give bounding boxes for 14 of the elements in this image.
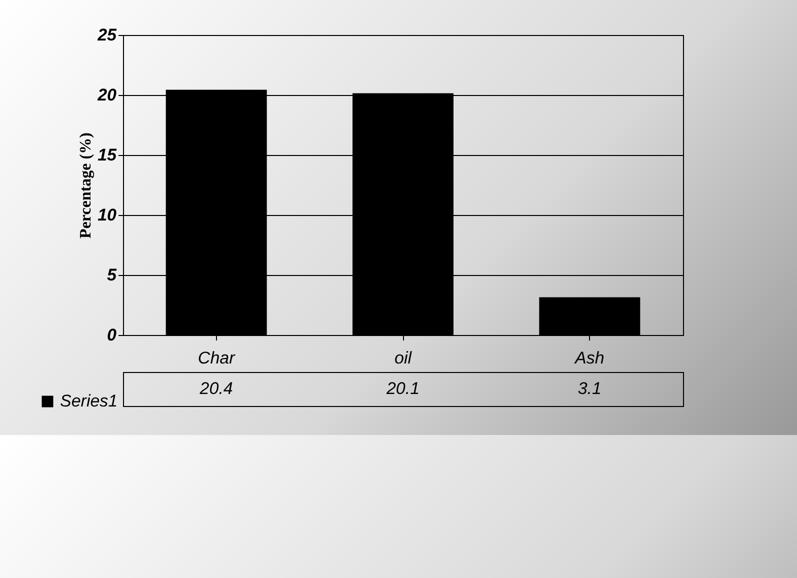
legend-label: Series1 bbox=[60, 392, 118, 410]
y-tick-label: 10 bbox=[98, 206, 118, 224]
x-tick-label: Ash bbox=[574, 348, 604, 368]
y-tick-label: 15 bbox=[98, 146, 118, 164]
y-tick-label: 5 bbox=[107, 266, 118, 284]
y-axis-title: Percentage (%) bbox=[78, 132, 95, 238]
data-label: 20.1 bbox=[385, 379, 420, 398]
data-label: 20.4 bbox=[198, 379, 233, 398]
y-tick-label: 20 bbox=[96, 86, 118, 104]
y-tick-label: 0 bbox=[107, 326, 118, 344]
x-tick-label: oil bbox=[394, 348, 413, 368]
y-tick-label: 25 bbox=[96, 26, 118, 44]
x-tick-label: Char bbox=[198, 348, 236, 368]
data-label: 3.1 bbox=[578, 379, 602, 398]
